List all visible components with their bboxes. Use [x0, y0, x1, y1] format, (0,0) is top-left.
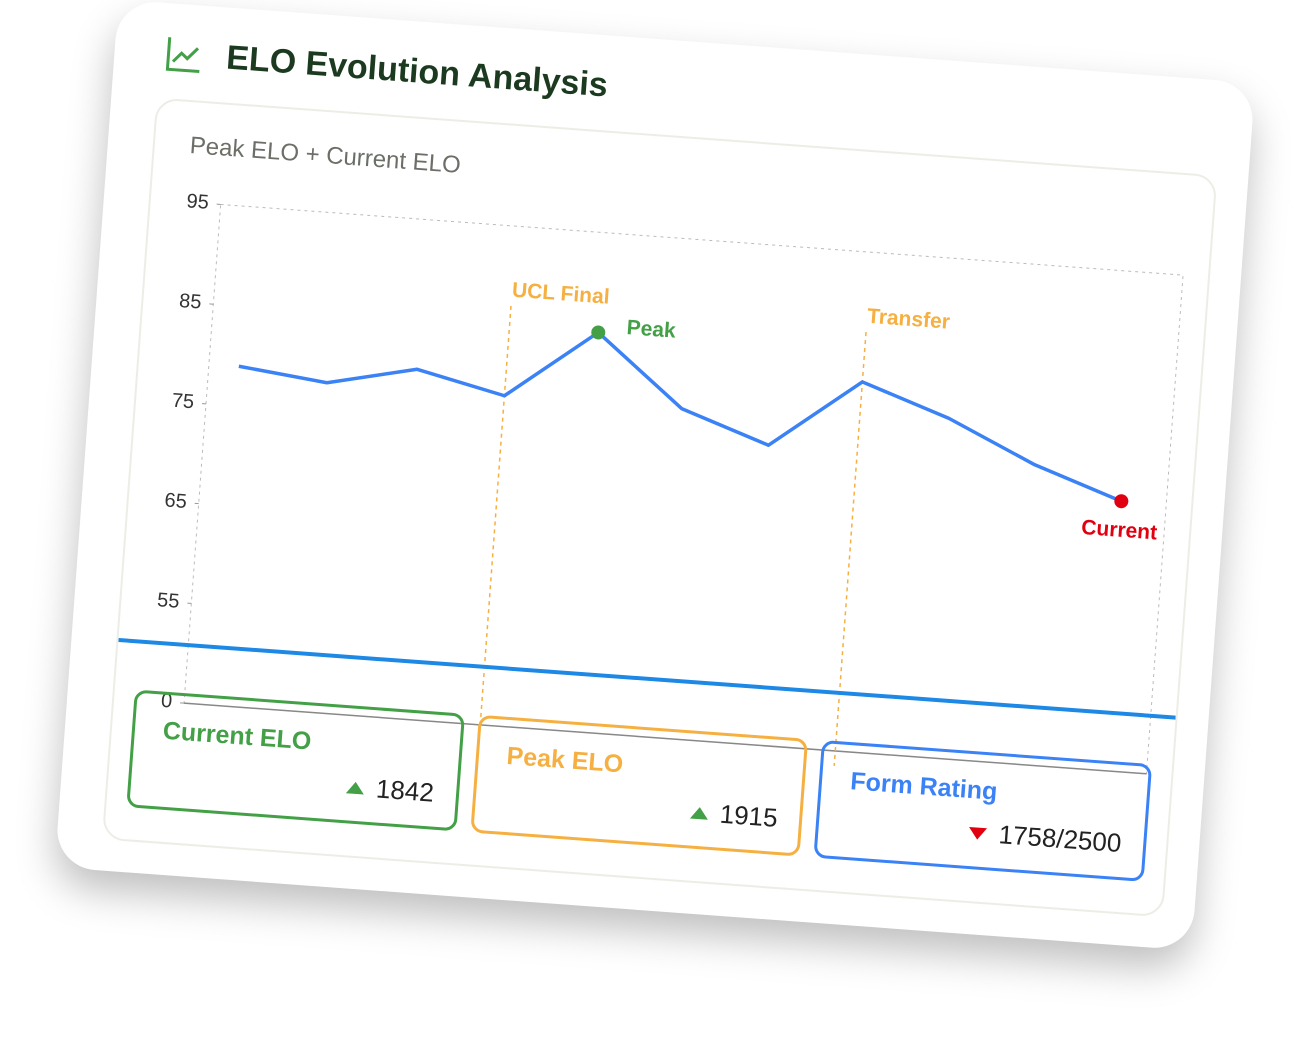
- annotation-dot: [591, 325, 606, 340]
- y-tick-label: 95: [186, 190, 210, 214]
- stat-card: Form Rating 1758/2500: [813, 739, 1153, 882]
- stat-label: Form Rating: [849, 767, 999, 806]
- plot-frame: [183, 203, 1184, 775]
- reference-line: [118, 637, 1176, 720]
- series-line: [238, 330, 1123, 503]
- stat-value-row: 1915: [689, 797, 779, 834]
- card: ELO Evolution Analysis Peak ELO + Curren…: [54, 0, 1256, 951]
- chart-icon: [165, 37, 200, 74]
- x-axis: [183, 702, 1147, 775]
- y-tick-label: 75: [171, 390, 195, 414]
- y-tick-label: 55: [156, 589, 180, 613]
- stat-label: Current ELO: [161, 716, 313, 756]
- trend-arrow: [969, 826, 988, 840]
- title: ELO Evolution Analysis: [225, 38, 610, 104]
- event-line: [478, 305, 512, 740]
- trend-arrow: [689, 806, 708, 820]
- annotation-label: Peak: [626, 316, 677, 343]
- y-tick-label: 0: [160, 690, 173, 713]
- y-tick-label: 65: [164, 489, 188, 513]
- header: ELO Evolution Analysis: [163, 33, 609, 105]
- chart: 0 55 65 75 85 95 UCL Final Transfer Peak Current: [118, 190, 1184, 775]
- stat-value: 1842: [375, 773, 435, 808]
- stat-card: Current ELO 1842: [126, 689, 465, 832]
- stat-label: Peak ELO: [505, 741, 625, 779]
- event-label: UCL Final: [511, 279, 610, 309]
- trend-arrow: [345, 781, 364, 795]
- stat-card: Peak ELO 1915: [469, 714, 809, 857]
- chart-panel: Peak ELO + Current ELO 0 55 65 75 85 95 UCL Fi…: [101, 97, 1218, 918]
- y-tick-label: 85: [178, 290, 202, 314]
- stat-value-row: 1842: [345, 771, 435, 808]
- chart-title: Peak ELO + Current ELO: [188, 132, 462, 179]
- stats: Current ELO 1842 Peak ELO 1915 Form Rating…: [126, 689, 1153, 882]
- stat-value-row: 1758/2500: [968, 817, 1123, 859]
- event-label: Transfer: [866, 305, 950, 334]
- annotation-label: Current: [1081, 516, 1158, 544]
- stat-value: 1758/2500: [997, 819, 1123, 859]
- stat-value: 1915: [718, 798, 779, 833]
- annotation-dot: [1114, 494, 1129, 509]
